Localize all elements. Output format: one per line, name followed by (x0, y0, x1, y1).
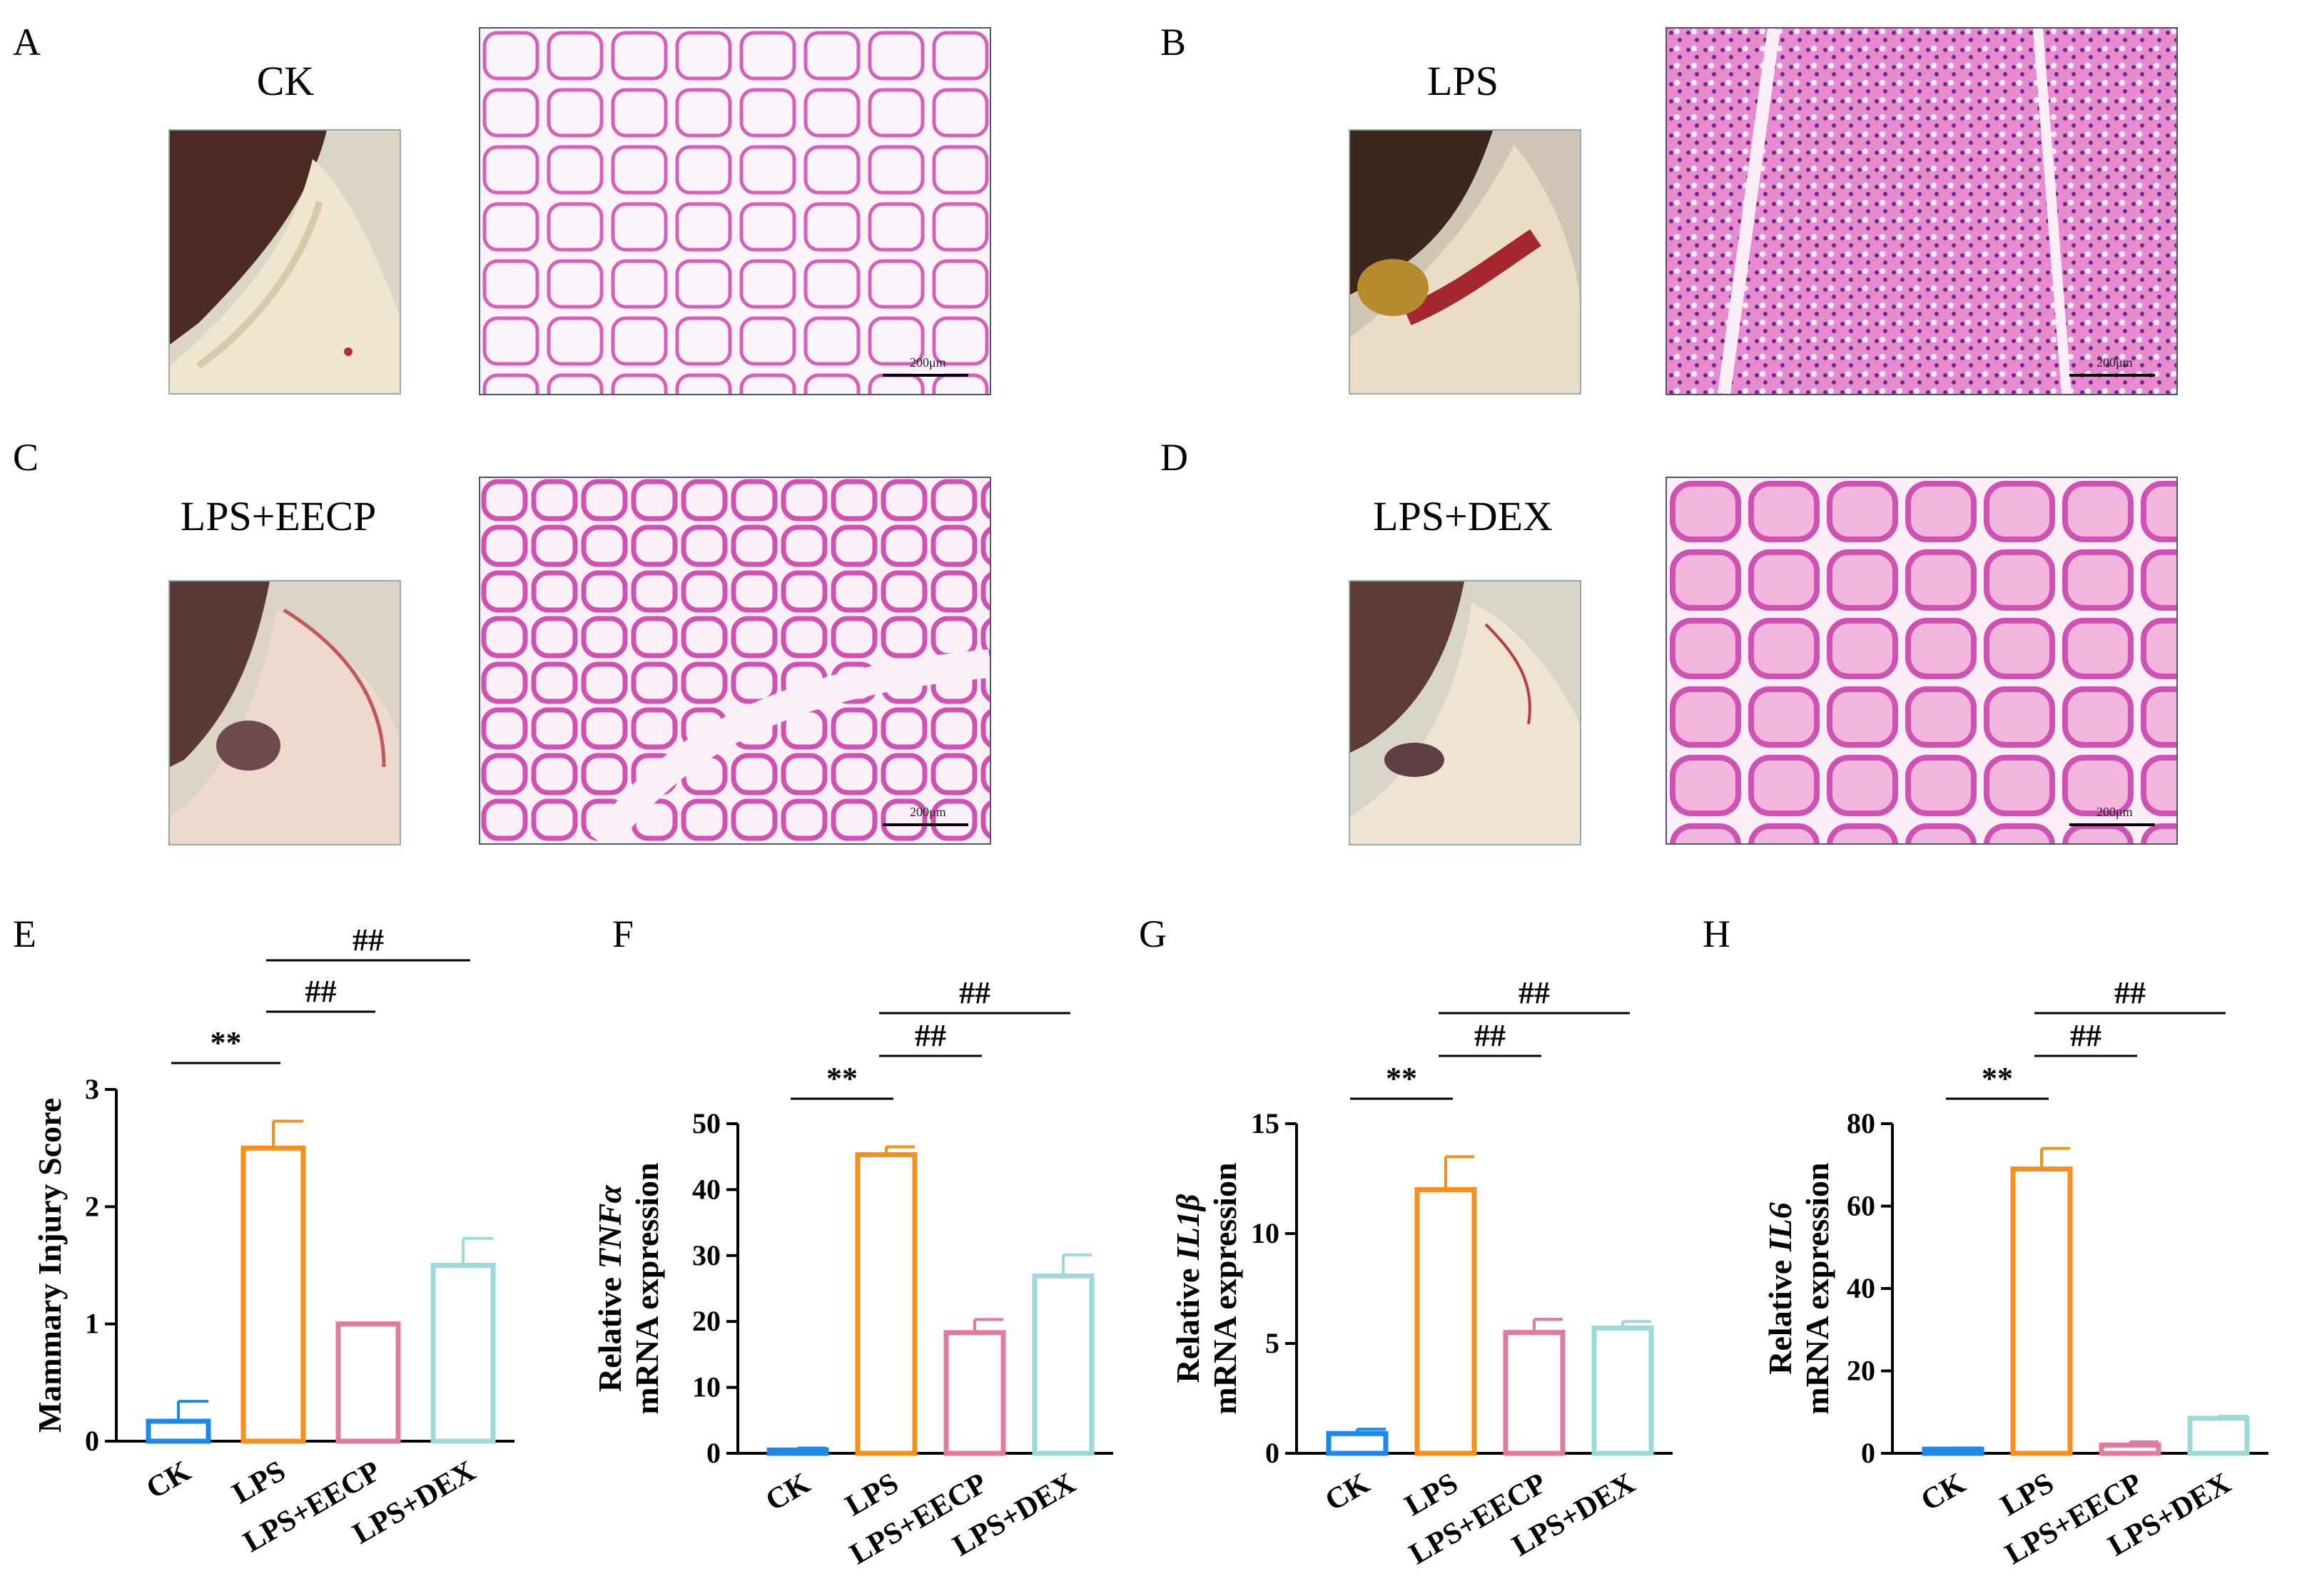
bar-e-2 (335, 1321, 401, 1444)
histology-lps (1665, 27, 2178, 395)
sig-label-e-2: ## (353, 922, 384, 957)
panel-letter-f: F (612, 913, 634, 955)
y-tick-label-e: 0 (85, 1425, 99, 1457)
y-tick-label-g: 5 (1265, 1327, 1279, 1359)
y-axis-label-f-line2: mRNA expression (629, 1162, 665, 1414)
y-tick-label-g: 15 (1251, 1107, 1279, 1139)
y-tick-label-f: 50 (692, 1107, 721, 1139)
histology-ck (479, 27, 991, 395)
y-tick-label-f: 0 (706, 1437, 721, 1469)
bar-h-0 (1922, 1446, 1984, 1456)
sig-label-f-1: ## (915, 1018, 946, 1053)
y-tick-label-h: 40 (1847, 1272, 1875, 1304)
gland-photo-lps-dex (1349, 580, 1581, 845)
y-tick-label-f: 30 (692, 1239, 721, 1271)
y-tick-label-h: 80 (1847, 1107, 1875, 1139)
category-label-e-0: CK (141, 1455, 196, 1506)
y-tick-label-h: 60 (1847, 1190, 1875, 1222)
y-axis-label-h-line2: mRNA expression (1799, 1162, 1835, 1414)
bar-e-3 (430, 1263, 496, 1444)
category-label-g-0: CK (1319, 1467, 1375, 1518)
group-label-lps-dex: LPS+DEX (1373, 493, 1553, 539)
sig-label-h-1: ## (2070, 1018, 2101, 1053)
bar-f-3 (1032, 1273, 1095, 1456)
y-tick-label-e: 1 (85, 1308, 99, 1340)
y-tick-label-f: 10 (692, 1371, 721, 1403)
sig-label-g-0: ** (1386, 1061, 1417, 1096)
y-tick-label-g: 10 (1251, 1217, 1279, 1249)
bar-f-2 (943, 1330, 1006, 1456)
y-tick-label-h: 0 (1861, 1437, 1875, 1469)
bar-e-0 (146, 1418, 211, 1444)
sig-label-h-0: ** (1982, 1061, 2013, 1096)
gland-photo-lps (1349, 129, 1581, 395)
panel-letter-d: D (1160, 436, 1188, 479)
bar-g-1 (1414, 1186, 1477, 1456)
y-tick-label-f: 40 (692, 1173, 721, 1205)
scale-label-lps-dex: 200μm (2096, 805, 2133, 819)
gland-photo-lps-eecp (168, 580, 401, 845)
y-axis-label-f-line1: Relative TNFα (592, 1184, 628, 1392)
bar-g-2 (1503, 1330, 1566, 1456)
panel-letter-e: E (13, 913, 36, 955)
histology-lps-dex (1665, 477, 2178, 845)
sig-label-h-2: ## (2114, 975, 2146, 1010)
y-axis-label-h-line1: Relative IL6 (1762, 1202, 1798, 1374)
panel-letter-g: G (1139, 913, 1167, 955)
scale-label-ck: 200μm (910, 355, 946, 370)
sig-label-e-1: ## (305, 974, 337, 1009)
category-label-f-0: CK (760, 1467, 816, 1518)
bar-h-3 (2187, 1415, 2250, 1456)
bar-e-1 (240, 1145, 306, 1444)
group-label-lps: LPS (1427, 58, 1499, 104)
bar-f-0 (766, 1447, 829, 1456)
group-label-ck: CK (256, 58, 315, 104)
bar-g-3 (1591, 1325, 1654, 1456)
y-axis-label-e: Mammary Injury Score (31, 1098, 68, 1433)
sig-label-f-2: ## (959, 975, 990, 1010)
sig-label-g-2: ## (1518, 975, 1550, 1010)
panel-letter-a: A (13, 21, 41, 63)
histology-lps-eecp (479, 477, 991, 845)
panel-letter-c: C (13, 436, 39, 479)
bar-h-1 (2010, 1166, 2073, 1456)
category-label-e-1: LPS (227, 1455, 291, 1510)
sig-label-g-1: ## (1474, 1018, 1506, 1053)
bar-f-1 (855, 1152, 918, 1456)
y-axis-label-g-line1: Relative IL1β (1170, 1194, 1206, 1383)
panel-letter-h: H (1703, 913, 1730, 955)
sig-label-f-0: ** (826, 1061, 858, 1096)
sig-label-e-0: ** (211, 1025, 242, 1060)
y-tick-label-f: 20 (692, 1305, 721, 1337)
category-label-h-0: CK (1915, 1467, 1971, 1518)
bar-h-2 (2099, 1442, 2161, 1456)
y-tick-label-g: 0 (1265, 1437, 1279, 1469)
y-tick-label-e: 3 (85, 1073, 99, 1105)
bar-g-0 (1326, 1430, 1389, 1456)
panel-letter-b: B (1160, 21, 1187, 63)
y-axis-label-g-line2: mRNA expression (1207, 1162, 1243, 1414)
gland-photo-ck (168, 129, 401, 395)
scale-label-lps: 200μm (2096, 355, 2133, 370)
group-label-lps-eecp: LPS+EECP (180, 493, 377, 539)
y-tick-label-e: 2 (85, 1190, 99, 1222)
scale-label-lps-eecp: 200μm (910, 805, 946, 819)
y-tick-label-h: 20 (1847, 1355, 1875, 1387)
